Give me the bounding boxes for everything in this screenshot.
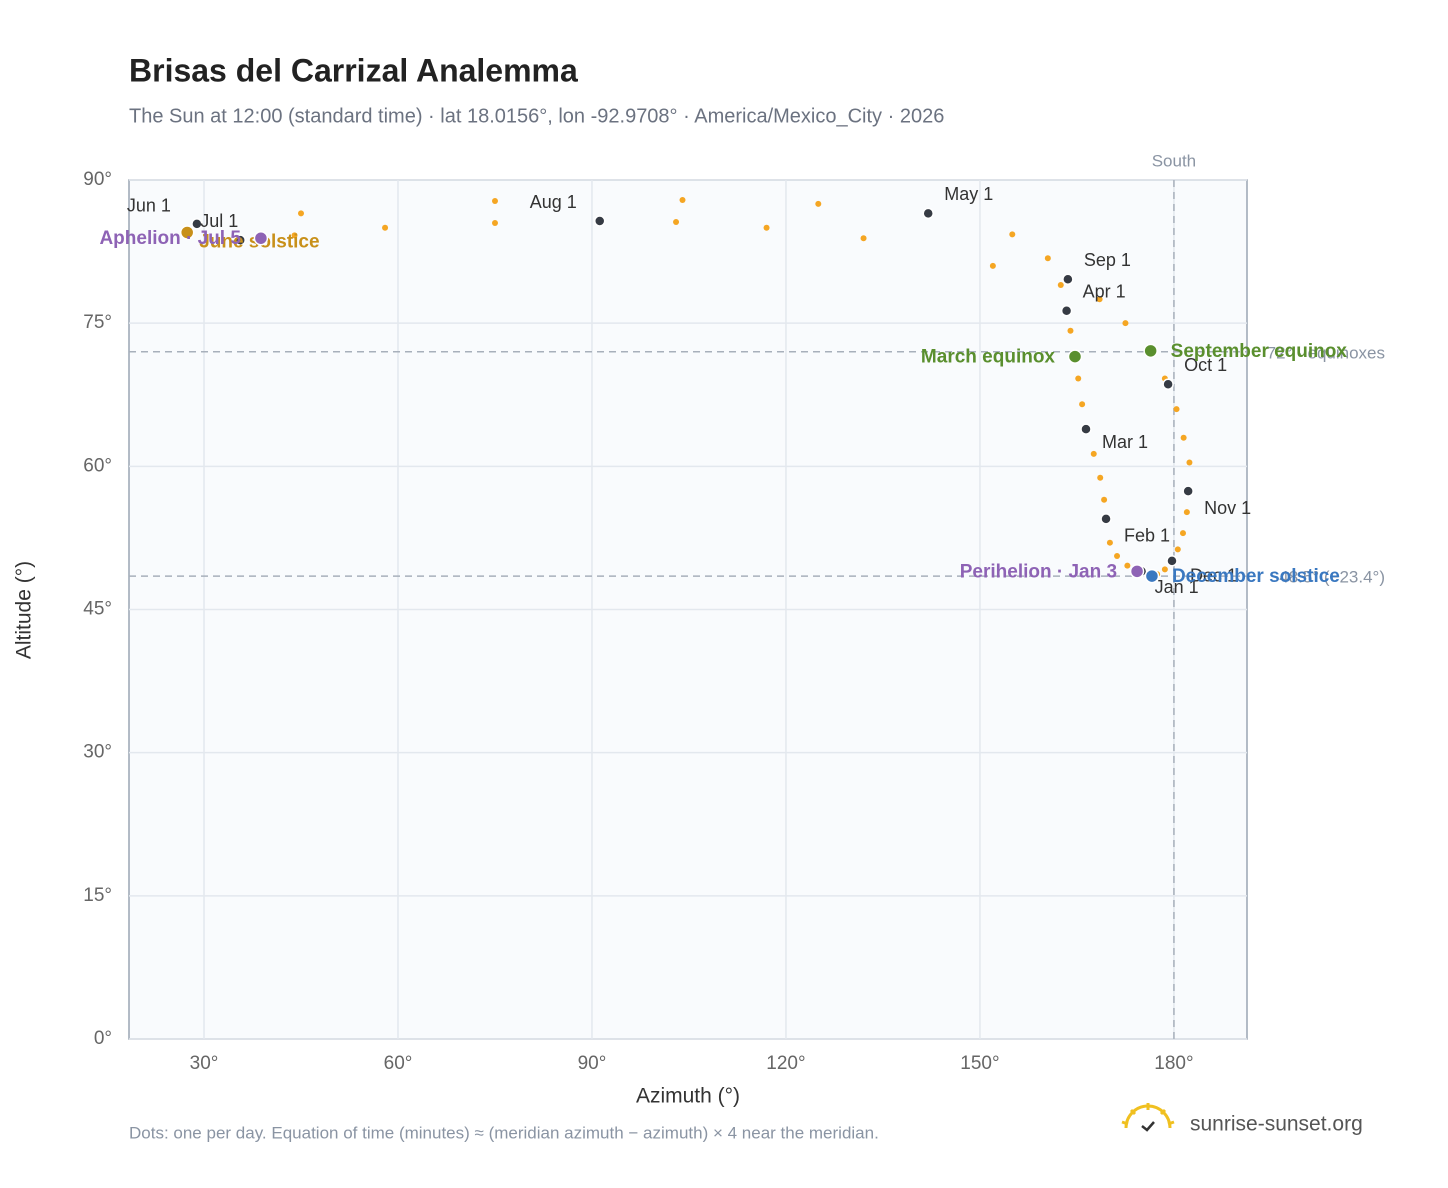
chart-title: Brisas del Carrizal Analemma: [129, 52, 578, 88]
y-tick-label: 75°: [83, 312, 112, 333]
logo: [1121, 1103, 1175, 1132]
day-dot: [1122, 320, 1129, 327]
month-dot: [1100, 513, 1112, 525]
brand: sunrise-sunset.org: [1190, 1113, 1363, 1136]
day-dot: [1124, 562, 1131, 569]
day-dot: [1044, 255, 1051, 262]
day-dot: [1057, 281, 1064, 288]
day-dot: [1183, 509, 1190, 516]
x-tick-label: 120°: [766, 1053, 805, 1074]
day-dot: [491, 197, 498, 204]
day-dot: [763, 224, 770, 231]
x-tick-label: 150°: [960, 1053, 999, 1074]
month-dot: [1182, 485, 1194, 497]
day-dot: [1101, 496, 1108, 503]
event-dot: [1129, 564, 1145, 579]
y-tick-label: 30°: [83, 742, 112, 763]
month-dot: [1166, 555, 1178, 567]
day-dot: [1114, 553, 1121, 560]
x-tick-label: 30°: [190, 1053, 219, 1074]
event-label: December solstice: [1172, 566, 1340, 587]
month-label: Nov 1: [1204, 498, 1251, 518]
y-tick-label: 90°: [83, 169, 112, 190]
month-label: Dec 1: [1190, 566, 1237, 586]
event-label: March equinox: [921, 347, 1056, 368]
event-label: September equinox: [1171, 341, 1348, 362]
month-label: Jul 1: [200, 211, 238, 231]
x-tick-label: 60°: [384, 1053, 413, 1074]
day-dot: [1106, 539, 1113, 546]
day-dot: [679, 197, 686, 204]
y-tick-label: 0°: [94, 1028, 112, 1049]
x-tick-label: 90°: [578, 1053, 607, 1074]
month-label: Apr 1: [1083, 282, 1126, 302]
month-label: Jun 1: [127, 196, 171, 216]
event-dot: [179, 225, 195, 240]
x-tick-label: 180°: [1154, 1053, 1193, 1074]
day-dot: [291, 232, 298, 239]
event-label: Aphelion · Jul 5: [99, 228, 241, 249]
month-label: Aug 1: [530, 192, 577, 212]
y-tick-label: 45°: [83, 599, 112, 620]
day-dot: [1009, 231, 1016, 238]
month-dot: [234, 234, 246, 246]
month-dot: [922, 207, 934, 220]
month-dot: [1062, 273, 1074, 286]
meridian-label: South: [1152, 151, 1196, 170]
month-dot: [593, 215, 606, 227]
month-label: May 1: [944, 184, 993, 204]
event-dot: [1143, 343, 1158, 359]
month-label: Oct 1: [1184, 355, 1227, 375]
day-dot: [989, 262, 996, 269]
reference-label: 72° · equinoxes: [1267, 343, 1385, 362]
day-dot: [1180, 434, 1187, 441]
day-dot: [1179, 530, 1186, 537]
day-dot: [815, 200, 822, 207]
x-axis-label: Azimuth (°): [636, 1085, 740, 1108]
day-dot: [1174, 546, 1181, 553]
month-dot: [1080, 423, 1092, 435]
footnote: Dots: one per day. Equation of time (min…: [129, 1123, 879, 1142]
y-tick-label: 15°: [83, 885, 112, 906]
day-dot: [673, 218, 680, 225]
day-dot: [1161, 566, 1168, 573]
month-label: Mar 1: [1102, 432, 1148, 452]
month-label: Sep 1: [1084, 250, 1131, 270]
day-dot: [382, 224, 389, 231]
day-dot: [1186, 459, 1193, 466]
y-tick-label: 60°: [83, 455, 112, 476]
event-dot: [1067, 349, 1083, 364]
day-dot: [1075, 375, 1082, 382]
day-dot: [1173, 406, 1180, 413]
month-dot: [1162, 378, 1174, 391]
event-label: Perihelion · Jan 3: [960, 561, 1117, 582]
month-dot: [1060, 305, 1073, 317]
day-dot: [1079, 401, 1086, 408]
day-dot: [1097, 474, 1104, 481]
day-dot: [1096, 296, 1103, 303]
event-dot: [1144, 568, 1160, 584]
month-label: Feb 1: [1124, 526, 1170, 546]
reference-label: 48.5° (−23.4°): [1279, 568, 1385, 587]
subtitle: The Sun at 12:00 (standard time) · lat 1…: [129, 105, 944, 127]
month-dot: [191, 218, 203, 230]
day-dot: [860, 235, 867, 242]
day-dot: [1090, 450, 1097, 457]
day-dot: [298, 210, 304, 217]
day-dot: [491, 219, 498, 226]
day-dot: [1067, 327, 1074, 334]
month-label: Jan 1: [1155, 577, 1199, 597]
y-axis-label: Altitude (°): [13, 561, 36, 659]
event-dot: [253, 230, 269, 246]
